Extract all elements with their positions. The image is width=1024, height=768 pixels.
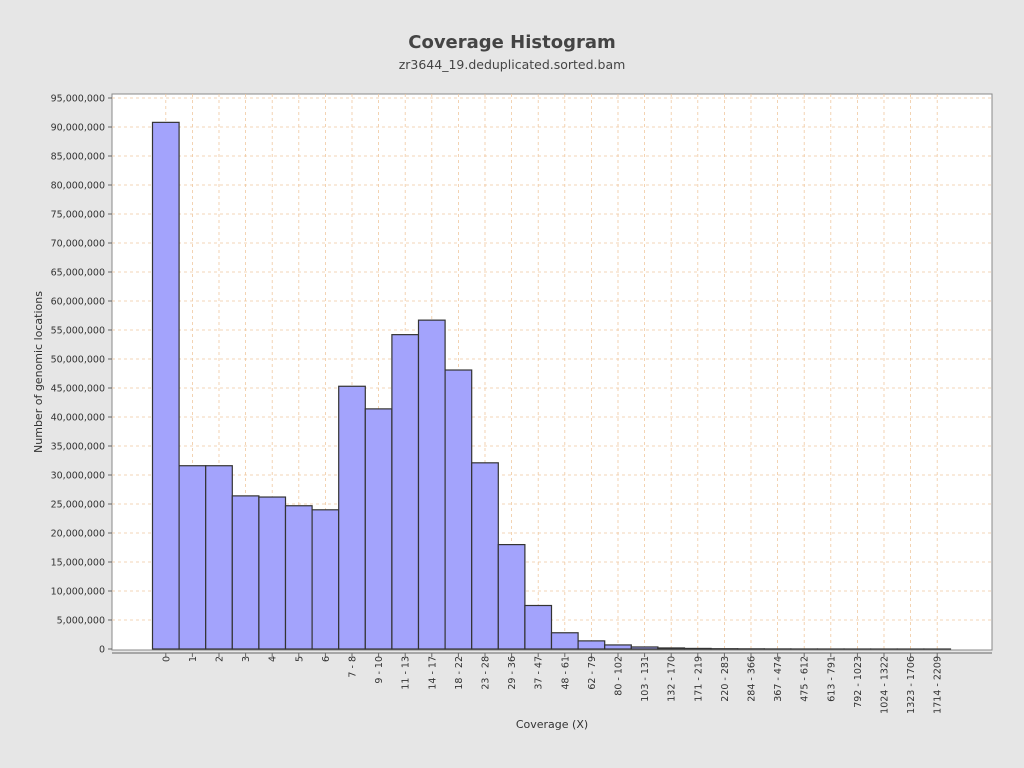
- y-tick-label: 30,000,000: [51, 471, 105, 482]
- y-tick-label: 35,000,000: [51, 442, 105, 453]
- x-tick-label: 475 - 612: [800, 656, 811, 702]
- x-tick-label: 23 - 28: [481, 656, 492, 690]
- x-tick-label: 3: [241, 656, 252, 662]
- y-tick-label: 45,000,000: [51, 384, 105, 395]
- chart-title: Coverage Histogram: [408, 32, 615, 53]
- histogram-bar: [151, 121, 180, 650]
- x-tick-label: 613 - 791: [826, 656, 837, 702]
- x-tick-label: 792 - 1023: [853, 656, 864, 708]
- x-tick-label: 220 - 283: [720, 656, 731, 702]
- x-axis-label: Coverage (X): [516, 718, 588, 731]
- histogram-bar: [471, 462, 499, 650]
- histogram-bar: [231, 495, 260, 650]
- x-tick-label: 132 - 170: [667, 656, 678, 702]
- histogram-bar: [258, 496, 287, 650]
- y-tick-label: 10,000,000: [51, 587, 105, 598]
- histogram-bar: [417, 319, 446, 650]
- y-tick-label: 60,000,000: [51, 297, 105, 308]
- x-tick-label: 1024 - 1322: [880, 656, 891, 714]
- histogram-bar: [391, 334, 420, 650]
- x-tick-label: 0: [161, 656, 172, 662]
- x-tick-label: 18 - 22: [454, 656, 465, 690]
- y-tick-label: 65,000,000: [51, 268, 105, 279]
- histogram-bar: [364, 408, 393, 650]
- histogram-bar: [205, 465, 233, 650]
- histogram-bar: [284, 505, 313, 650]
- x-tick-label: 4: [268, 656, 279, 662]
- y-tick-label: 0: [99, 645, 105, 656]
- x-tick-label: 171 - 219: [693, 656, 704, 702]
- bars-layer: [151, 121, 952, 650]
- x-tick-label: 1323 - 1706: [906, 656, 917, 714]
- x-tick-label: 284 - 366: [747, 656, 758, 702]
- histogram-bar: [604, 644, 632, 650]
- x-tick-label: 37 - 47: [534, 656, 545, 690]
- x-tick-label: 1714 - 2209: [933, 656, 944, 714]
- y-tick-label: 80,000,000: [51, 181, 105, 192]
- x-tick-label: 6: [321, 656, 332, 662]
- y-tick-label: 50,000,000: [51, 355, 105, 366]
- y-tick-label: 5,000,000: [57, 616, 105, 627]
- grid-layer: [112, 94, 992, 650]
- y-axis-label: Number of genomic locations: [32, 291, 45, 453]
- histogram-bar: [178, 465, 207, 650]
- x-tick-label: 80 - 102: [614, 656, 625, 696]
- y-tick-label: 20,000,000: [51, 529, 105, 540]
- histogram-bar: [657, 647, 686, 650]
- x-tick-label: 29 - 36: [507, 656, 518, 690]
- y-tick-label: 90,000,000: [51, 123, 105, 134]
- y-tick-label: 70,000,000: [51, 239, 105, 250]
- histogram-bar: [630, 646, 659, 650]
- x-tick-label: 62 - 79: [587, 656, 598, 690]
- histogram-bar: [497, 543, 526, 650]
- x-tick-label: 11 - 13: [401, 656, 412, 690]
- histogram-bar: [683, 647, 712, 650]
- x-tick-label: 2: [215, 656, 226, 662]
- histogram-bar: [524, 604, 553, 650]
- y-tick-label: 25,000,000: [51, 500, 105, 511]
- x-tick-label: 48 - 61: [560, 656, 571, 690]
- histogram-bar: [550, 632, 579, 650]
- y-tick-label: 15,000,000: [51, 558, 105, 569]
- x-tick-label: 5: [294, 656, 305, 662]
- y-axis: 0 5,000,000 10,000,000 15,000,000 20,000,000…: [51, 94, 112, 656]
- histogram-bar: [444, 369, 473, 650]
- x-tick-label: 14 - 17: [427, 656, 438, 690]
- chart-subtitle: zr3644_19.deduplicated.sorted.bam: [399, 57, 626, 72]
- x-tick-label: 103 - 131: [640, 656, 651, 702]
- x-axis: 0 1 2 3 4 5 6 7 - 8 9 - 10 11 - 13 14 - 17 18 - 22 2…: [112, 652, 992, 714]
- x-tick-label: 1: [188, 656, 199, 662]
- y-tick-label: 55,000,000: [51, 326, 105, 337]
- x-tick-label: 9 - 10: [374, 656, 385, 684]
- y-tick-label: 95,000,000: [51, 94, 105, 105]
- x-tick-label: 7 - 8: [348, 656, 359, 678]
- histogram-bar: [311, 509, 340, 650]
- x-tick-label: 367 - 474: [773, 656, 784, 702]
- y-tick-label: 40,000,000: [51, 413, 105, 424]
- y-tick-label: 85,000,000: [51, 152, 105, 163]
- histogram-bar: [577, 640, 606, 650]
- histogram-bar: [338, 385, 366, 650]
- y-tick-label: 75,000,000: [51, 210, 105, 221]
